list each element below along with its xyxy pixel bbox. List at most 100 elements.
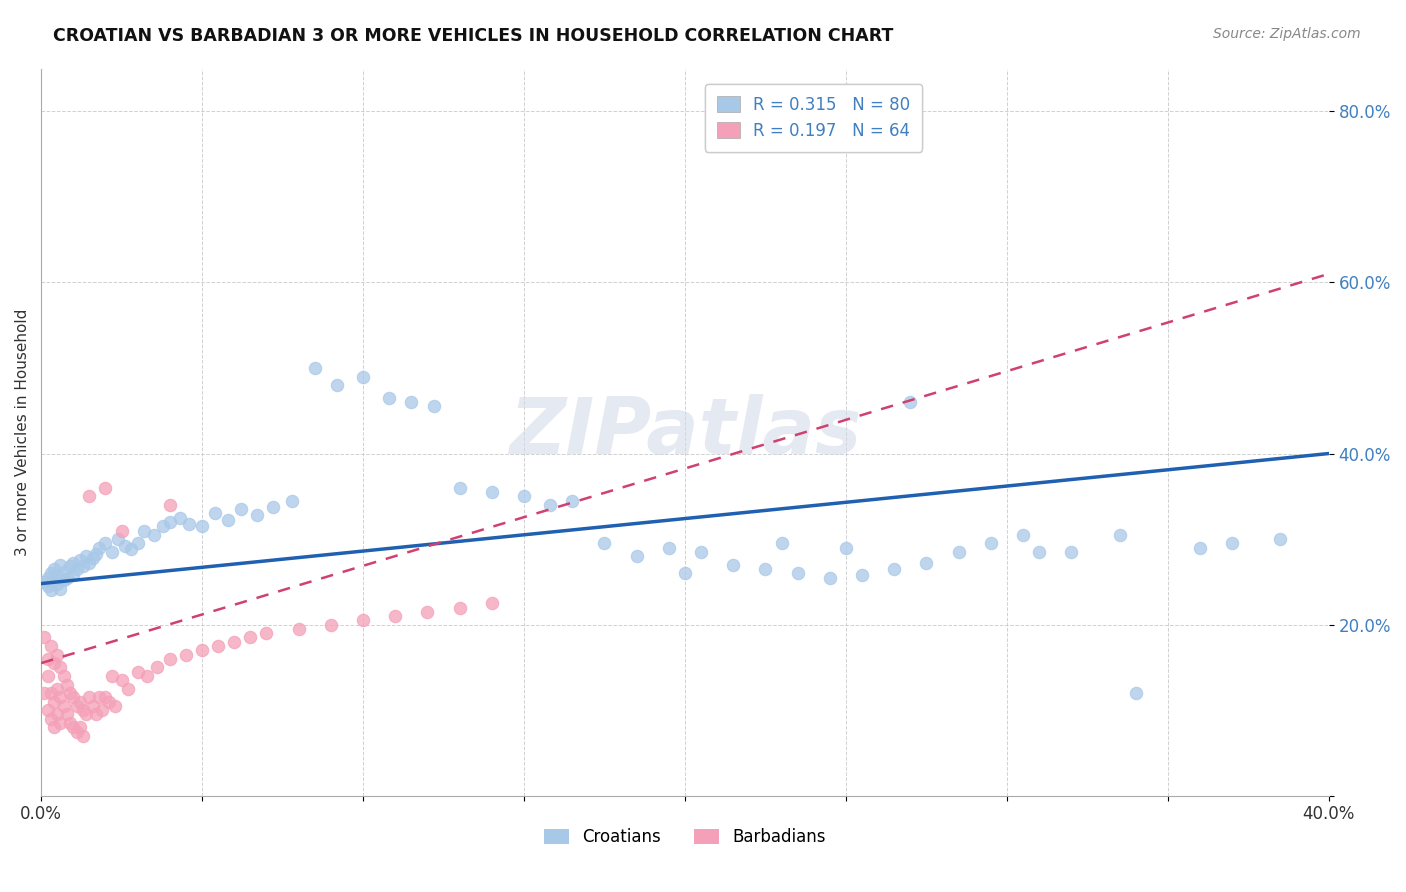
Point <box>152 519 174 533</box>
Point <box>39 712 62 726</box>
Text: Source: ZipAtlas.com: Source: ZipAtlas.com <box>1213 27 1361 41</box>
Point <box>207 639 229 653</box>
Point <box>101 545 124 559</box>
Point <box>1028 545 1050 559</box>
Point <box>75 707 97 722</box>
Point <box>1108 528 1130 542</box>
Point <box>104 698 127 713</box>
Point <box>56 571 79 585</box>
Point <box>114 539 136 553</box>
Point <box>49 690 72 705</box>
Point <box>59 716 82 731</box>
Point <box>127 665 149 679</box>
Point <box>46 707 69 722</box>
Point <box>97 695 120 709</box>
Point <box>416 605 439 619</box>
Point <box>146 660 169 674</box>
Point <box>127 536 149 550</box>
Point <box>948 545 970 559</box>
Point <box>42 562 65 576</box>
Point <box>79 489 101 503</box>
Text: ZIPatlas: ZIPatlas <box>509 394 860 470</box>
Point <box>561 493 583 508</box>
Point <box>52 669 75 683</box>
Point <box>754 562 776 576</box>
Legend: R = 0.315   N = 80, R = 0.197   N = 64: R = 0.315 N = 80, R = 0.197 N = 64 <box>706 84 922 152</box>
Point <box>142 528 165 542</box>
Point <box>65 724 87 739</box>
Point <box>94 481 117 495</box>
Point <box>101 669 124 683</box>
Point <box>59 686 82 700</box>
Point <box>52 565 75 579</box>
Point <box>107 532 129 546</box>
Point <box>46 576 69 591</box>
Point <box>82 550 104 565</box>
Point <box>281 493 304 508</box>
Point <box>658 541 681 555</box>
Point <box>82 698 104 713</box>
Point <box>49 582 72 596</box>
Point <box>46 681 69 696</box>
Point <box>72 703 94 717</box>
Point <box>84 707 107 722</box>
Point <box>449 481 471 495</box>
Point <box>224 634 246 648</box>
Point <box>56 677 79 691</box>
Point <box>49 558 72 572</box>
Point <box>626 549 648 564</box>
Point <box>62 568 84 582</box>
Point <box>287 622 309 636</box>
Point <box>84 548 107 562</box>
Point <box>423 400 446 414</box>
Point <box>818 571 841 585</box>
Point <box>37 703 59 717</box>
Point <box>69 720 91 734</box>
Point <box>915 556 938 570</box>
Point <box>37 652 59 666</box>
Point <box>110 524 132 538</box>
Point <box>835 541 858 555</box>
Point <box>326 378 349 392</box>
Point <box>34 686 56 700</box>
Point <box>62 720 84 734</box>
Point <box>481 485 503 500</box>
Point <box>79 690 101 705</box>
Point <box>1060 545 1083 559</box>
Point <box>79 556 101 570</box>
Point <box>39 566 62 581</box>
Point <box>56 707 79 722</box>
Point <box>34 631 56 645</box>
Point <box>319 617 342 632</box>
Point <box>690 545 713 559</box>
Point <box>262 500 284 514</box>
Point <box>49 716 72 731</box>
Point <box>42 695 65 709</box>
Point <box>378 391 401 405</box>
Point <box>42 720 65 734</box>
Point <box>62 690 84 705</box>
Point <box>1220 536 1243 550</box>
Point <box>980 536 1002 550</box>
Point <box>673 566 696 581</box>
Point <box>538 498 561 512</box>
Point <box>120 542 142 557</box>
Point <box>159 652 181 666</box>
Point <box>256 626 278 640</box>
Point <box>65 562 87 576</box>
Point <box>37 579 59 593</box>
Point <box>72 729 94 743</box>
Point <box>117 681 139 696</box>
Point <box>898 395 921 409</box>
Point <box>37 669 59 683</box>
Point <box>174 648 197 662</box>
Point <box>1270 532 1292 546</box>
Point <box>191 643 214 657</box>
Point <box>449 600 471 615</box>
Point <box>217 513 239 527</box>
Point <box>110 673 132 688</box>
Point <box>49 660 72 674</box>
Point <box>52 573 75 587</box>
Point <box>593 536 616 550</box>
Point <box>513 489 536 503</box>
